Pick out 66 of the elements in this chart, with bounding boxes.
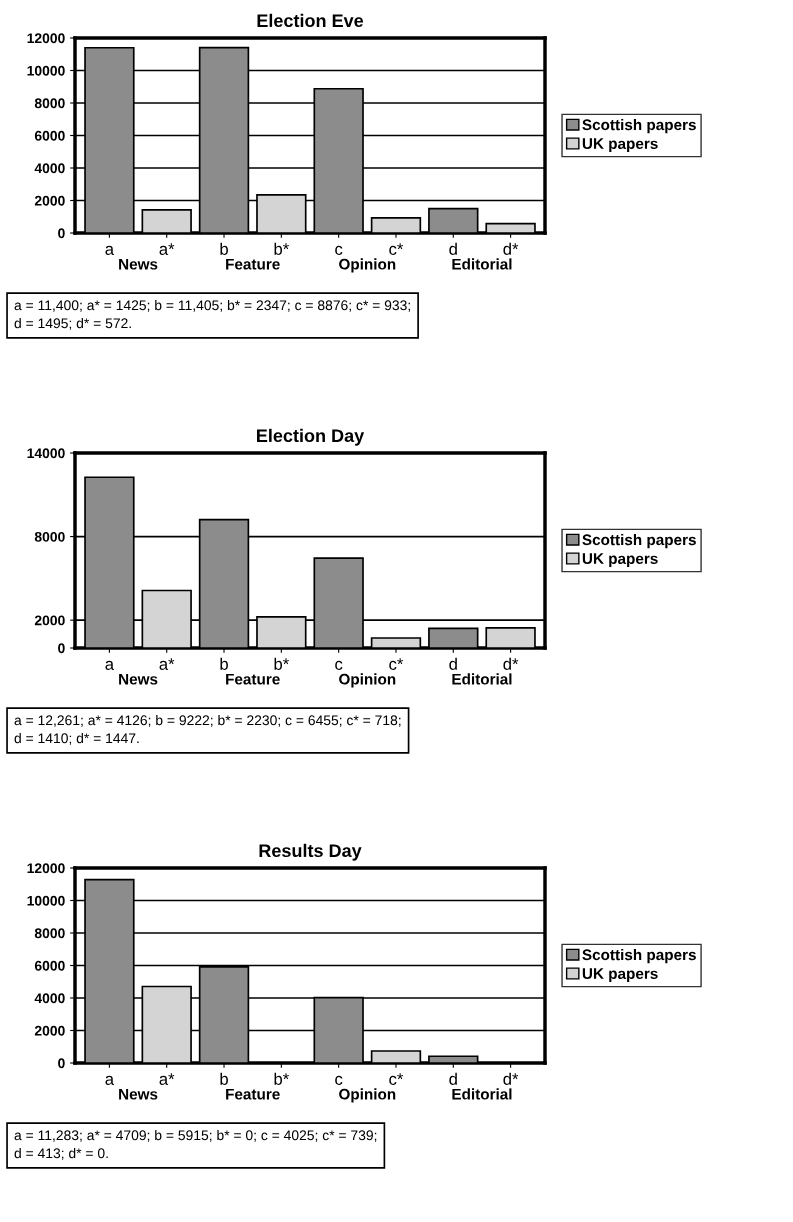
text: Editorial	[452, 673, 512, 685]
text: Editorial	[452, 258, 512, 270]
x-tick-label: c	[335, 1075, 343, 1085]
text: Opinion	[339, 673, 396, 688]
y-tick-label: 12000	[27, 863, 65, 874]
text: a = 12,261; a* = 4126; b = 9222; b* = 2230; c = 6455; c* = 718; d = 1410; d* = 1447.	[14, 715, 401, 745]
x-tick-label: a*	[159, 243, 175, 255]
text: Opinion	[339, 1088, 396, 1103]
x-tick-label: a*	[159, 1073, 175, 1085]
legend-label: Scottish papers	[582, 118, 696, 134]
x-tick-label: a	[105, 245, 115, 255]
text: News	[119, 258, 158, 270]
x-tick-label: c*	[389, 1073, 404, 1085]
y-tick-label: 2000	[34, 195, 65, 206]
y-tick-label: 0	[58, 228, 65, 239]
x-tick-label: b	[220, 242, 228, 255]
text: a = 11,400; a* = 1425; b = 11,405; b* = 2347; c = 8876; c* = 933; d = 1495; d* = 572.	[14, 300, 410, 330]
x-tick-label: a	[105, 660, 115, 670]
text: News	[119, 673, 158, 685]
legend-label: Scottish papers	[582, 533, 696, 549]
x-tick-label: b	[220, 657, 228, 670]
text: a = 11,283; a* = 4709; b = 5915; b* = 0; c = 4025; c* = 739; d = 413; d* = 0.	[14, 1130, 377, 1160]
x-tick-label: d	[449, 242, 457, 255]
chart-title: Election Day	[257, 428, 365, 446]
x-tick-label: b*	[274, 242, 289, 255]
y-tick-label: 12000	[27, 33, 65, 44]
x-tick-label: a*	[159, 658, 175, 670]
legend-label: UK papers	[582, 553, 658, 568]
x-tick-label: c	[335, 660, 343, 670]
x-tick-label: d	[449, 657, 457, 670]
x-tick-label: c*	[389, 658, 404, 670]
x-tick-label: b	[220, 1072, 228, 1085]
y-tick-label: 2000	[34, 1025, 65, 1036]
text: Editorial	[452, 1088, 512, 1100]
y-tick-label: 8000	[34, 928, 65, 939]
x-tick-label: c	[335, 245, 343, 255]
y-tick-label: 0	[58, 643, 65, 654]
x-tick-label: d*	[503, 242, 519, 255]
x-tick-label: b*	[274, 657, 289, 670]
y-tick-label: 0	[58, 1058, 65, 1069]
chart-title: Election Eve	[257, 13, 364, 28]
text: Opinion	[339, 258, 396, 273]
y-tick-label: 10000	[27, 895, 65, 906]
x-tick-label: a	[105, 1075, 115, 1085]
y-tick-label: 10000	[27, 65, 65, 76]
text: Feature	[226, 258, 280, 270]
y-tick-label: 8000	[34, 531, 65, 542]
x-tick-label: c*	[389, 243, 404, 255]
text: News	[119, 1088, 158, 1100]
legend-label: UK papers	[582, 968, 658, 983]
y-tick-label: 8000	[34, 98, 65, 109]
text: Feature	[226, 673, 280, 685]
text: Feature	[226, 1088, 280, 1100]
y-tick-label: 2000	[34, 615, 65, 626]
legend-label: UK papers	[582, 138, 658, 153]
x-tick-label: d	[449, 1072, 457, 1085]
x-tick-label: d*	[503, 657, 519, 670]
y-tick-label: 4000	[34, 993, 65, 1004]
y-tick-label: 6000	[34, 960, 65, 971]
y-tick-label: 14000	[27, 448, 65, 459]
y-tick-label: 4000	[34, 163, 65, 174]
legend-label: Scottish papers	[582, 948, 696, 964]
x-tick-label: b*	[274, 1072, 289, 1085]
y-tick-label: 6000	[34, 130, 65, 141]
x-tick-label: d*	[503, 1072, 519, 1085]
chart-title: Results Day	[259, 843, 362, 861]
